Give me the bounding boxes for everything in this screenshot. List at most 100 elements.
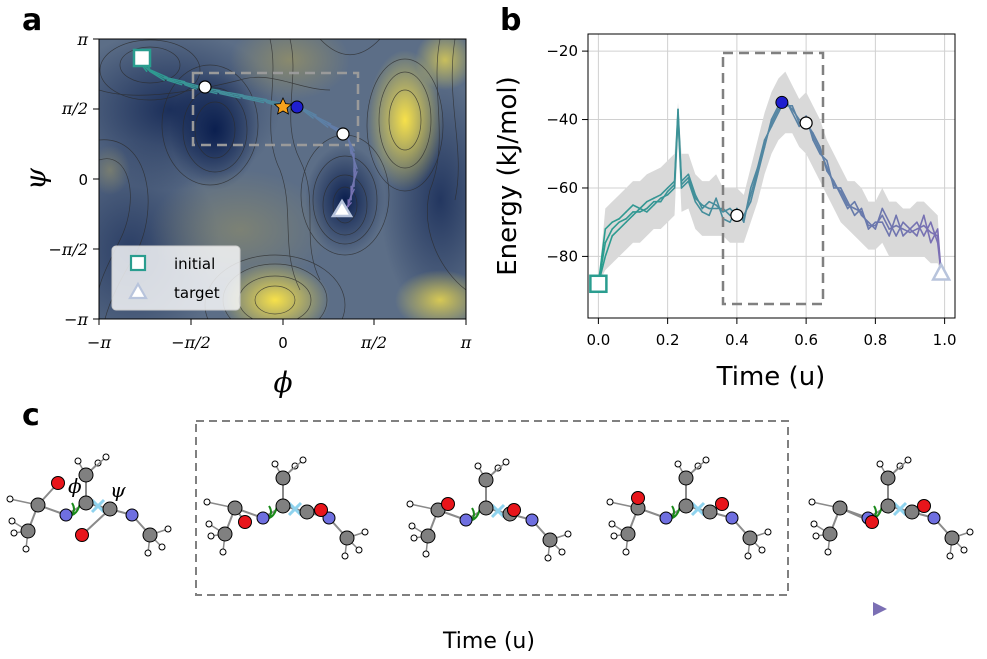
y-tick-label: 0 <box>78 171 88 189</box>
trajectory-segment <box>239 94 268 101</box>
plot-markers <box>589 95 952 294</box>
x-tick-label: π/2 <box>360 333 387 352</box>
hydrogen-atom <box>758 546 766 554</box>
trajectory-segment <box>219 92 241 99</box>
molecule-snapshot <box>203 456 369 560</box>
series-1-segment <box>708 197 717 217</box>
series-1-segment <box>611 228 620 237</box>
waypoint-dot <box>198 80 212 94</box>
hydrogen-atom <box>744 552 752 560</box>
oxygen-atom <box>631 491 645 505</box>
psi-dihedral-marker <box>490 503 506 519</box>
waypoint-dot <box>336 127 350 141</box>
hydrogen-atom <box>408 522 416 530</box>
series-2-segment <box>694 197 704 206</box>
carbon-atom <box>944 530 960 546</box>
carbon-atom <box>78 467 94 483</box>
series-2-segment <box>839 190 849 206</box>
carbon-atom <box>478 500 494 516</box>
series-2-segment <box>791 105 800 124</box>
hydrogen-atom <box>164 525 172 533</box>
series-2-segment <box>874 214 884 227</box>
hydrogen-atom <box>291 462 299 470</box>
series-1-segment <box>770 111 780 128</box>
hydrogen-atom <box>608 520 616 528</box>
series-0-segment <box>646 197 655 203</box>
star-marker <box>273 97 293 115</box>
x-tick-label: 0.6 <box>794 331 818 349</box>
series-2-segment <box>860 211 870 227</box>
y-tick-label: −60 <box>546 179 578 197</box>
hydrogen-atom <box>610 532 618 540</box>
trajectory-segment <box>166 79 183 86</box>
series-2-segment <box>677 111 683 186</box>
hydrogen-atom <box>564 530 572 538</box>
series-2-segment <box>673 111 679 186</box>
series-2-segment <box>881 214 891 230</box>
nitrogen-atom <box>927 511 941 525</box>
trajectory-segment <box>300 108 314 119</box>
series-1-segment <box>756 139 766 169</box>
molecule-snapshot <box>606 456 772 560</box>
series-1-segment <box>929 221 939 244</box>
series-0-segment <box>902 221 911 230</box>
molecule-snapshot <box>6 453 172 557</box>
hydrogen-atom <box>219 548 227 556</box>
series-0-segment <box>916 214 925 237</box>
carbon-atom <box>142 527 158 543</box>
series-2-segment <box>625 211 634 220</box>
hydrogen-atom <box>158 543 166 551</box>
energy-time-plot: 0.0 0.2 0.4 0.6 0.8 1.0−80−60−40−20 Time (u) … <box>493 33 957 392</box>
series-0-segment <box>618 211 627 220</box>
series-2-segment <box>923 224 932 234</box>
series-2-segment <box>770 108 780 124</box>
trajectory-segment <box>181 80 201 87</box>
series-0-segment <box>756 146 766 176</box>
series-0-segment <box>701 200 710 210</box>
molecule-snapshot <box>406 458 572 562</box>
trajectory-segment <box>347 188 355 204</box>
hydrogen-atom <box>606 498 614 506</box>
x-tick-label: −π <box>87 333 111 352</box>
series-2-segment <box>819 149 828 169</box>
series-0-segment <box>722 207 731 213</box>
nitrogen-atom <box>59 508 73 522</box>
hydrogen-atom <box>474 462 482 470</box>
oxygen-atom <box>51 476 65 490</box>
legend: initial target <box>111 245 241 311</box>
trajectory-segment <box>240 95 266 102</box>
panel-label-a: a <box>22 3 42 38</box>
series-2-segment <box>833 183 842 193</box>
trajectory-segment <box>148 70 165 81</box>
target-marker <box>330 198 354 218</box>
energy-landscape-plot: initial target −π −π/2 0 π/2 π π π/2 <box>19 30 472 399</box>
hydrogen-atom <box>361 528 369 536</box>
psi-dihedral-marker <box>690 501 706 517</box>
hydrogen-atom <box>271 460 279 468</box>
series-1-segment <box>791 111 800 128</box>
nitrogen-atom <box>125 508 139 522</box>
y-axis-label: Energy (kJ/mol) <box>493 76 523 276</box>
hydrogen-atom <box>144 549 152 557</box>
waypoint-dot <box>799 116 813 130</box>
legend-initial-label: initial <box>174 255 215 273</box>
molecule-snapshot <box>808 456 974 560</box>
series-2-segment <box>812 135 821 152</box>
series-1-segment <box>881 221 891 237</box>
series-1-segment <box>916 221 925 237</box>
phi-label: ϕ <box>68 474 82 498</box>
hydrogen-atom <box>764 528 772 536</box>
series-2-segment <box>604 228 614 244</box>
series-1-segment <box>618 221 627 230</box>
series-0-segment <box>881 207 891 223</box>
oxygen-atom <box>314 503 328 517</box>
trajectory-segment <box>145 67 168 78</box>
hydrogen-atom <box>812 532 820 540</box>
series-2-segment <box>909 228 918 234</box>
nitrogen-atom <box>322 511 336 525</box>
series-0-segment <box>749 173 759 203</box>
series-2-segment <box>646 200 655 210</box>
panel-label-b: b <box>500 3 521 38</box>
hydrogen-atom <box>8 517 16 525</box>
x-tick-label: 0.8 <box>863 331 887 349</box>
